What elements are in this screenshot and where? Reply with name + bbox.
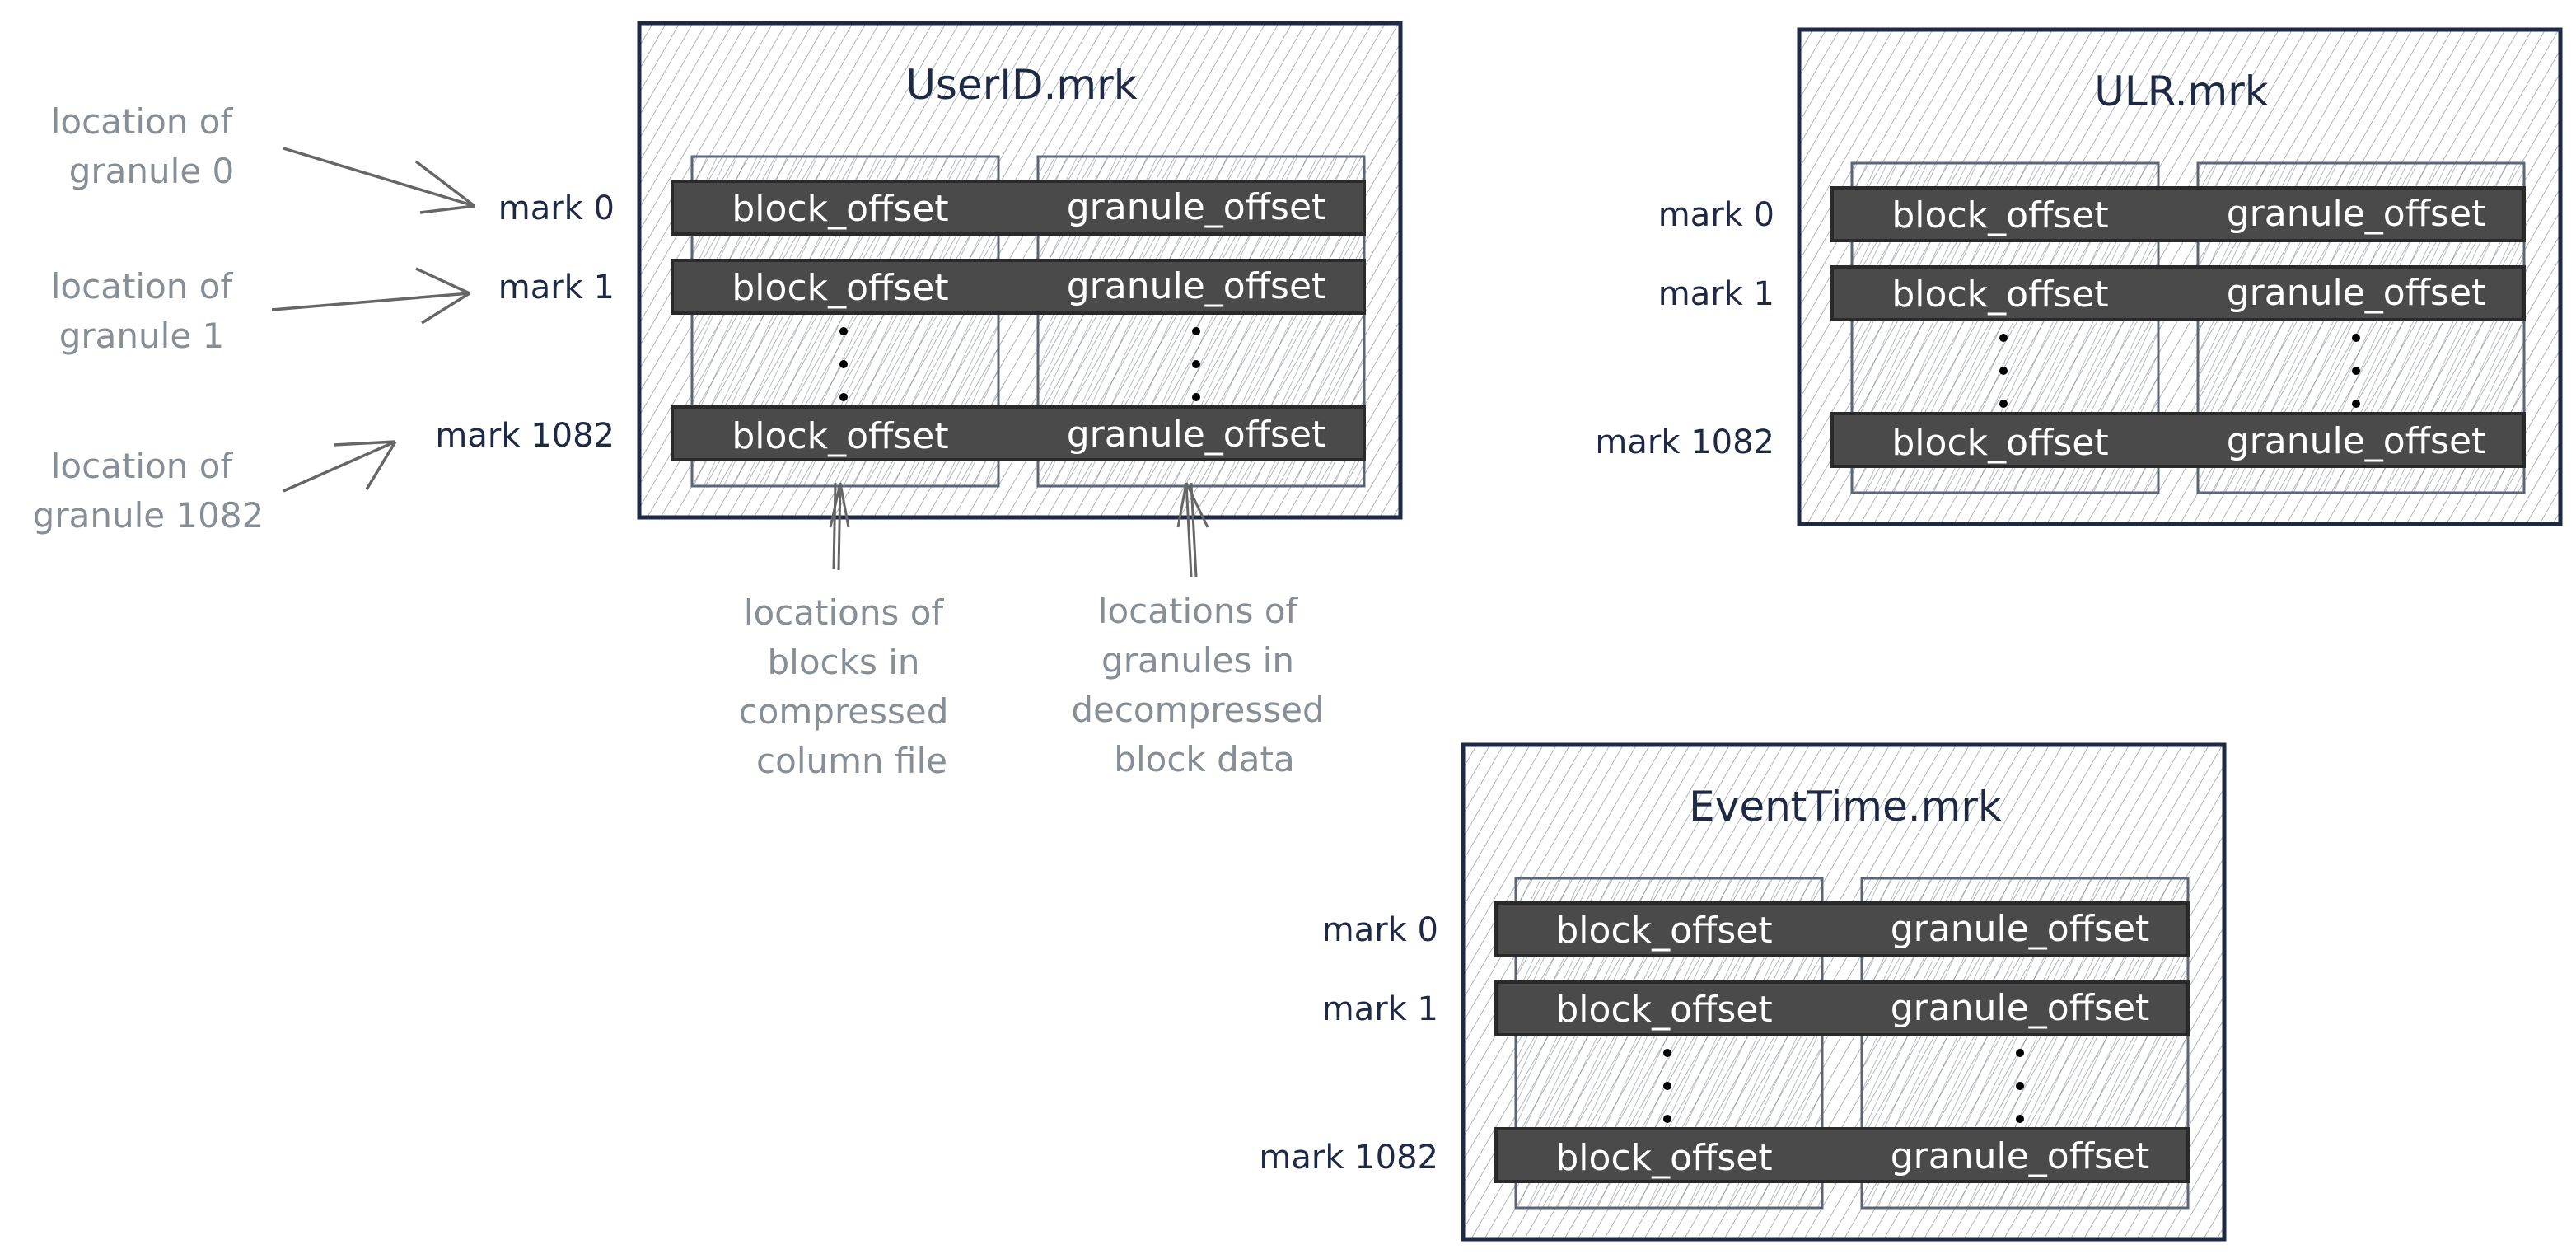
note-line: blocks in xyxy=(768,642,920,682)
granule-offset-cell: granule_offset xyxy=(1067,186,1326,228)
mark-label: mark 0 xyxy=(1658,196,1774,234)
granule-offset-cell: granule_offset xyxy=(2227,272,2486,314)
block-offset-cell: block_offset xyxy=(1555,910,1772,952)
mark-label: mark 1082 xyxy=(435,417,615,455)
note-line: block data xyxy=(1114,739,1294,779)
mark-row-bar xyxy=(1494,1127,2190,1183)
mark-row-bar xyxy=(1830,186,2526,242)
block-offset-cell: block_offset xyxy=(732,415,948,457)
note-line: column file xyxy=(756,741,947,781)
mark-label: mark 1082 xyxy=(1259,1139,1438,1177)
block-offset-cell: block_offset xyxy=(732,267,948,309)
ellipsis-dot xyxy=(2016,1115,2024,1123)
ellipsis-dot xyxy=(1663,1049,1671,1057)
mark-label: mark 1 xyxy=(498,269,615,306)
mark-row: mark 1 block_offset granule_offset xyxy=(1322,980,2190,1036)
mark-label: mark 1 xyxy=(1658,275,1774,313)
mark-row: mark 1 block_offset granule_offset xyxy=(498,259,1366,315)
note-line: granule 1 xyxy=(59,316,224,356)
mark-row-bar xyxy=(671,405,1366,461)
mark-row-bar xyxy=(671,180,1366,236)
ellipsis-dot xyxy=(1192,360,1200,368)
block-offset-cell: block_offset xyxy=(1891,274,2108,316)
mark-row: mark 0 block_offset granule_offset xyxy=(498,180,1366,236)
ellipsis-dot xyxy=(1999,367,2008,375)
note-line: granules in xyxy=(1101,640,1294,681)
ellipsis-dot xyxy=(2352,367,2360,375)
arrow-icon xyxy=(829,482,850,571)
ellipsis-dot xyxy=(1999,400,2008,408)
mark-row-bar xyxy=(1830,412,2526,468)
ellipsis-dot xyxy=(2352,334,2360,342)
granule-offset-cell: granule_offset xyxy=(1891,1135,2150,1177)
arrow-icon xyxy=(271,267,470,325)
ellipsis-dot xyxy=(1192,393,1200,401)
ellipsis-dot xyxy=(839,393,848,401)
arrow-icon xyxy=(1176,482,1209,578)
ellipsis-dot xyxy=(2016,1049,2024,1057)
mark-label: mark 1 xyxy=(1322,990,1438,1028)
ellipsis-dot xyxy=(1663,1082,1671,1090)
note-line: location of xyxy=(51,446,234,486)
note-line: decompressed xyxy=(1071,690,1324,730)
mark-row: mark 1082 block_offset granule_offset xyxy=(435,405,1366,461)
block-offset-cell: block_offset xyxy=(1555,989,1772,1031)
granules-note: locations of granules in decompressed bl… xyxy=(1071,482,1325,779)
block-offset-cell: block_offset xyxy=(732,188,948,230)
ellipsis-dot xyxy=(2352,400,2360,408)
note-line: compressed xyxy=(739,691,949,732)
file-title: ULR.mrk xyxy=(2094,68,2269,115)
note-line: locations of xyxy=(744,592,945,633)
arrow-icon xyxy=(283,147,476,214)
ellipsis-dot xyxy=(839,327,848,335)
note-line: location of xyxy=(51,101,234,142)
file-title: EventTime.mrk xyxy=(1689,783,2002,831)
note-line: granule 1082 xyxy=(33,495,264,536)
note-line: locations of xyxy=(1098,591,1299,631)
mark-row: mark 1 block_offset granule_offset xyxy=(1658,265,2526,321)
mark-row-bar xyxy=(1494,980,2190,1036)
block-offset-cell: block_offset xyxy=(1891,422,2108,464)
mark-row: mark 1082 block_offset granule_offset xyxy=(1595,412,2526,468)
mark-row: mark 0 block_offset granule_offset xyxy=(1322,901,2190,957)
granule-offset-cell: granule_offset xyxy=(1067,265,1326,307)
granule-offset-cell: granule_offset xyxy=(1891,908,2150,950)
mark-label: mark 0 xyxy=(498,190,615,227)
mark-row: mark 0 block_offset granule_offset xyxy=(1658,186,2526,242)
mark-label: mark 1082 xyxy=(1595,423,1774,461)
file-title: UserID.mrk xyxy=(905,61,1137,109)
mark-row: mark 1082 block_offset granule_offset xyxy=(1259,1127,2190,1183)
arrow-icon xyxy=(283,440,397,493)
granule-1082-note: location of granule 1082 xyxy=(33,440,397,536)
mark-files: UserID.mrk mark 0 block_offset granule_offs… xyxy=(435,21,2563,1242)
ellipsis-dot xyxy=(1663,1115,1671,1123)
granule-1-note: location of granule 1 xyxy=(51,266,470,356)
ellipsis-dot xyxy=(1192,327,1200,335)
ellipsis-dot xyxy=(839,360,848,368)
granule-offset-cell: granule_offset xyxy=(1067,414,1326,456)
ellipsis-dot xyxy=(2016,1082,2024,1090)
mark-row-bar xyxy=(1494,901,2190,957)
eventtime-mrk-file: EventTime.mrk mark 0 block_offset granule_o… xyxy=(1259,742,2227,1242)
mark-label: mark 0 xyxy=(1322,911,1438,949)
granule-offset-cell: granule_offset xyxy=(2227,420,2486,462)
granule-0-note: location of granule 0 xyxy=(51,101,476,214)
mark-row-bar xyxy=(671,259,1366,315)
userid-mrk-file: UserID.mrk mark 0 block_offset granule_offs… xyxy=(435,21,1403,520)
ellipsis-dot xyxy=(1999,334,2008,342)
block-offset-cell: block_offset xyxy=(1891,194,2108,236)
mark-row-bar xyxy=(1830,265,2526,321)
note-line: granule 0 xyxy=(69,151,234,191)
granule-offset-cell: granule_offset xyxy=(2227,193,2486,235)
granule-offset-cell: granule_offset xyxy=(1891,987,2150,1029)
blocks-note: locations of blocks in compressed column… xyxy=(739,482,949,781)
note-line: location of xyxy=(51,266,234,306)
block-offset-cell: block_offset xyxy=(1555,1137,1772,1179)
